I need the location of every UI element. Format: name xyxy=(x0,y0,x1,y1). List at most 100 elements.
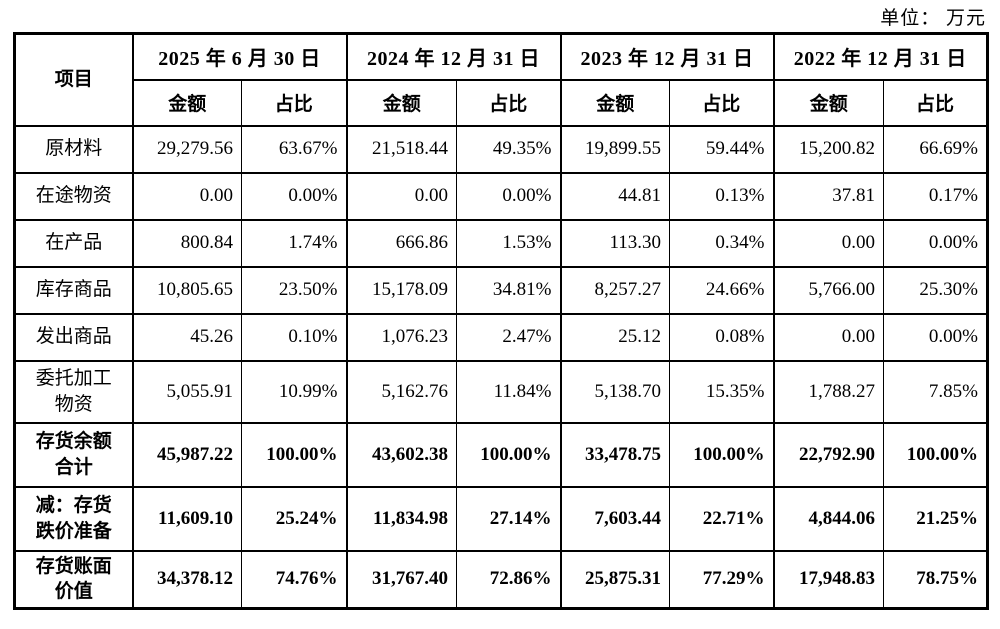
cell-ratio: 0.08% xyxy=(669,312,775,362)
cell-amount: 34,378.12 xyxy=(131,549,242,610)
column-header-item: 项目 xyxy=(13,32,134,127)
cell-amount: 5,766.00 xyxy=(772,265,884,315)
cell-ratio: 63.67% xyxy=(241,124,348,174)
cell-ratio: 100.00% xyxy=(241,421,348,488)
table-row-inventory-balance-total: 存货余额 合计 45,987.22 100.00% 43,602.38 100.… xyxy=(13,421,989,488)
cell-amount: 5,055.91 xyxy=(131,359,242,424)
table-row-raw-materials: 原材料 29,279.56 63.67% 21,518.44 49.35% 19… xyxy=(13,124,989,174)
cell-amount: 1,076.23 xyxy=(345,312,457,362)
row-label: 原材料 xyxy=(13,124,134,174)
cell-amount: 666.86 xyxy=(345,218,457,268)
cell-ratio: 77.29% xyxy=(669,549,775,610)
cell-amount: 44.81 xyxy=(559,171,670,221)
cell-amount: 17,948.83 xyxy=(772,549,884,610)
cell-amount: 10,805.65 xyxy=(131,265,242,315)
row-label: 减：存货 跌价准备 xyxy=(13,485,134,552)
cell-amount: 5,162.76 xyxy=(345,359,457,424)
row-label: 在途物资 xyxy=(13,171,134,221)
cell-ratio: 23.50% xyxy=(241,265,348,315)
header-row-dates: 项目 2025 年 6 月 30 日 2024 年 12 月 31 日 2023… xyxy=(13,32,989,127)
cell-ratio: 2.47% xyxy=(456,312,562,362)
cell-ratio: 100.00% xyxy=(669,421,775,488)
cell-ratio: 11.84% xyxy=(456,359,562,424)
cell-ratio: 25.30% xyxy=(883,265,989,315)
inventory-table: 项目 2025 年 6 月 30 日 2024 年 12 月 31 日 2023… xyxy=(13,32,989,610)
cell-amount: 31,767.40 xyxy=(345,549,457,610)
cell-ratio: 100.00% xyxy=(456,421,562,488)
cell-ratio: 0.17% xyxy=(883,171,989,221)
cell-amount: 7,603.44 xyxy=(559,485,670,552)
cell-amount: 11,609.10 xyxy=(131,485,242,552)
cell-ratio: 0.00% xyxy=(883,312,989,362)
row-label: 存货账面 价值 xyxy=(13,549,134,610)
cell-amount: 19,899.55 xyxy=(559,124,670,174)
cell-amount: 0.00 xyxy=(772,312,884,362)
column-header-period-2023: 2023 年 12 月 31 日 xyxy=(559,32,775,81)
column-header-amount: 金额 xyxy=(772,78,884,127)
cell-ratio: 49.35% xyxy=(456,124,562,174)
table-row-materials-in-transit: 在途物资 0.00 0.00% 0.00 0.00% 44.81 0.13% 3… xyxy=(13,171,989,221)
cell-ratio: 0.34% xyxy=(669,218,775,268)
cell-ratio: 10.99% xyxy=(241,359,348,424)
column-header-ratio: 占比 xyxy=(669,78,775,127)
cell-ratio: 15.35% xyxy=(669,359,775,424)
cell-ratio: 7.85% xyxy=(883,359,989,424)
cell-amount: 22,792.90 xyxy=(772,421,884,488)
cell-amount: 0.00 xyxy=(131,171,242,221)
cell-ratio: 34.81% xyxy=(456,265,562,315)
cell-amount: 37.81 xyxy=(772,171,884,221)
column-header-amount: 金额 xyxy=(345,78,457,127)
table-row-consigned-processing-materials: 委托加工 物资 5,055.91 10.99% 5,162.76 11.84% … xyxy=(13,359,989,424)
column-header-period-2024: 2024 年 12 月 31 日 xyxy=(345,32,562,81)
cell-amount: 0.00 xyxy=(772,218,884,268)
cell-amount: 29,279.56 xyxy=(131,124,242,174)
column-header-ratio: 占比 xyxy=(456,78,562,127)
cell-amount: 25,875.31 xyxy=(559,549,670,610)
header-row-subcolumns: 金额 占比 金额 占比 金额 占比 金额 占比 xyxy=(15,78,989,127)
cell-ratio: 66.69% xyxy=(883,124,989,174)
cell-ratio: 0.00% xyxy=(883,218,989,268)
row-label: 库存商品 xyxy=(13,265,134,315)
cell-ratio: 0.10% xyxy=(241,312,348,362)
cell-amount: 15,178.09 xyxy=(345,265,457,315)
cell-ratio: 21.25% xyxy=(883,485,989,552)
column-header-amount: 金额 xyxy=(131,78,242,127)
column-header-amount: 金额 xyxy=(559,78,670,127)
cell-ratio: 24.66% xyxy=(669,265,775,315)
cell-ratio: 59.44% xyxy=(669,124,775,174)
table-row-work-in-progress: 在产品 800.84 1.74% 666.86 1.53% 113.30 0.3… xyxy=(13,218,989,268)
cell-ratio: 1.74% xyxy=(241,218,348,268)
cell-amount: 21,518.44 xyxy=(345,124,457,174)
cell-amount: 8,257.27 xyxy=(559,265,670,315)
cell-amount: 4,844.06 xyxy=(772,485,884,552)
table-row-inventory-book-value: 存货账面 价值 34,378.12 74.76% 31,767.40 72.86… xyxy=(13,549,989,610)
cell-amount: 1,788.27 xyxy=(772,359,884,424)
table-row-less-inventory-write-down-provision: 减：存货 跌价准备 11,609.10 25.24% 11,834.98 27.… xyxy=(13,485,989,552)
unit-label: 单位： 万元 xyxy=(880,8,986,29)
table-row-finished-goods: 库存商品 10,805.65 23.50% 15,178.09 34.81% 8… xyxy=(13,265,989,315)
cell-ratio: 0.00% xyxy=(456,171,562,221)
cell-amount: 45,987.22 xyxy=(131,421,242,488)
cell-ratio: 27.14% xyxy=(456,485,562,552)
cell-ratio: 25.24% xyxy=(241,485,348,552)
cell-amount: 15,200.82 xyxy=(772,124,884,174)
column-header-period-2025: 2025 年 6 月 30 日 xyxy=(131,32,348,81)
column-header-ratio: 占比 xyxy=(883,78,989,127)
table-row-goods-shipped: 发出商品 45.26 0.10% 1,076.23 2.47% 25.12 0.… xyxy=(13,312,989,362)
row-label: 在产品 xyxy=(13,218,134,268)
cell-ratio: 74.76% xyxy=(241,549,348,610)
row-label: 委托加工 物资 xyxy=(13,359,134,424)
cell-amount: 25.12 xyxy=(559,312,670,362)
column-header-ratio: 占比 xyxy=(241,78,348,127)
cell-ratio: 78.75% xyxy=(883,549,989,610)
cell-ratio: 0.13% xyxy=(669,171,775,221)
cell-amount: 43,602.38 xyxy=(345,421,457,488)
cell-amount: 45.26 xyxy=(131,312,242,362)
cell-amount: 0.00 xyxy=(345,171,457,221)
cell-ratio: 72.86% xyxy=(456,549,562,610)
cell-amount: 11,834.98 xyxy=(345,485,457,552)
cell-ratio: 100.00% xyxy=(883,421,989,488)
cell-ratio: 1.53% xyxy=(456,218,562,268)
cell-amount: 33,478.75 xyxy=(559,421,670,488)
